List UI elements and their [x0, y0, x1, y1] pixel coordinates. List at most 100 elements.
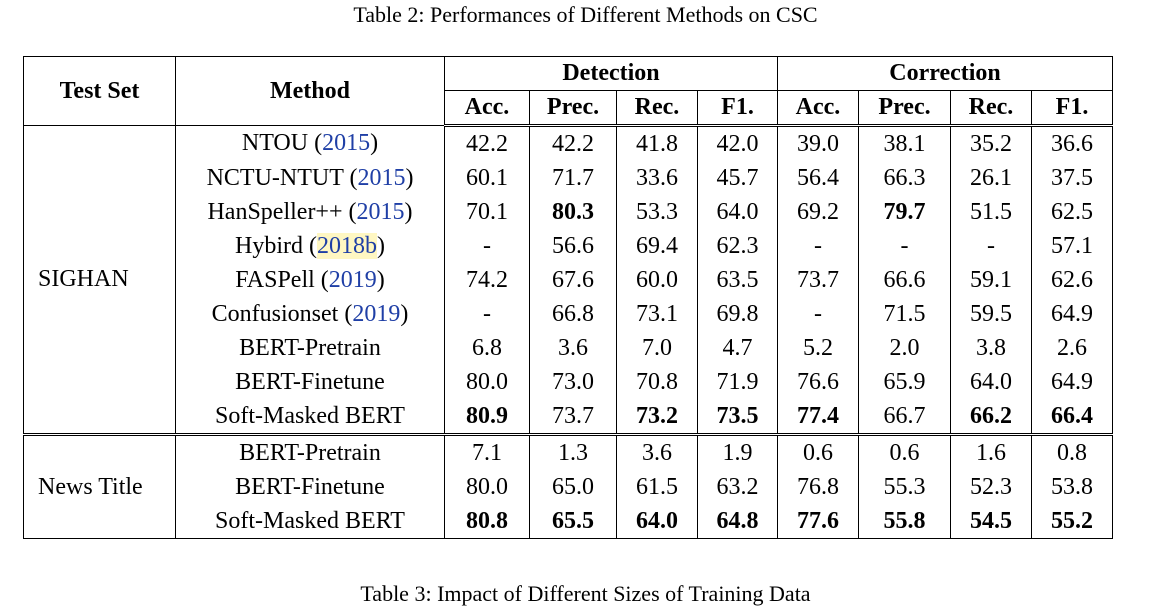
- metric-value-text: 80.8: [466, 507, 508, 534]
- metric-value-text: 77.6: [797, 507, 839, 534]
- metric-value-text: 66.8: [552, 300, 594, 327]
- metric-value: 52.3: [950, 470, 1032, 504]
- metric-value-text: -: [483, 232, 491, 259]
- method-label: Confusionset: [211, 300, 339, 327]
- metric-value: 54.5: [950, 504, 1032, 539]
- metric-value-text: 55.2: [1051, 507, 1093, 534]
- metric-value: 73.0: [529, 365, 617, 399]
- metric-value: 0.6: [858, 434, 951, 470]
- metric-value-text: 79.7: [883, 198, 926, 225]
- citation-link[interactable]: 2015: [357, 164, 406, 191]
- metric-value: -: [777, 229, 859, 263]
- metric-value-text: 66.2: [970, 402, 1012, 429]
- metric-value: 1.6: [950, 434, 1032, 470]
- metric-value: 64.0: [697, 195, 778, 229]
- metric-value: 66.8: [529, 297, 617, 331]
- metric-value: 66.3: [858, 161, 951, 195]
- test-set-label: SIGHAN: [23, 125, 176, 436]
- table-row: HanSpeller++ (2015) 70.1 80.3 53.3 64.0 69.2 7…: [24, 195, 1113, 229]
- header-metric-detection-rec: Rec.: [616, 90, 698, 127]
- metric-value: 42.2: [529, 125, 617, 161]
- header-detection: Detection: [444, 56, 778, 91]
- table-row: Hybird (2018b) - 56.6 69.4 62.3 - - - 57.1: [24, 229, 1113, 263]
- metric-value-text: 62.6: [1051, 266, 1093, 293]
- metric-value: 1.9: [697, 434, 778, 470]
- citation-link[interactable]: 2015: [322, 130, 371, 156]
- method-label: BERT-Pretrain: [239, 334, 381, 361]
- metric-value-text: 64.8: [716, 507, 759, 534]
- metric-value: 71.5: [858, 297, 951, 331]
- results-table: Test Set Method Detection Correction Acc…: [23, 56, 1113, 539]
- metric-value: 55.3: [858, 470, 951, 504]
- method-name: BERT-Finetune: [175, 365, 445, 399]
- metric-value: 69.8: [697, 297, 778, 331]
- method-name: NTOU (2015): [175, 125, 445, 161]
- method-label: BERT-Pretrain: [239, 439, 381, 466]
- citation-link[interactable]: 2015: [356, 198, 405, 225]
- metric-value: 66.2: [950, 399, 1032, 436]
- metric-value-text: 26.1: [970, 164, 1012, 191]
- metric-value: 80.3: [529, 195, 617, 229]
- metric-value-text: 59.5: [970, 300, 1012, 327]
- metric-value-text: 66.4: [1051, 402, 1093, 429]
- metric-value-text: 1.6: [976, 439, 1006, 466]
- metric-value-text: 51.5: [970, 198, 1012, 225]
- metric-value: 0.8: [1031, 434, 1113, 470]
- metric-value: 69.4: [616, 229, 698, 263]
- header-metric-correction-f1: F1.: [1031, 90, 1113, 127]
- metric-value: 73.7: [529, 399, 617, 436]
- metric-value-text: 42.2: [466, 130, 508, 157]
- metric-value: 55.8: [858, 504, 951, 539]
- metric-value: 6.8: [444, 331, 530, 365]
- metric-value: 64.0: [950, 365, 1032, 399]
- metric-value: 64.0: [616, 504, 698, 539]
- test-set-label: News Title: [23, 434, 176, 539]
- metric-value-text: 62.5: [1051, 198, 1093, 225]
- metric-value-text: 53.8: [1051, 473, 1093, 500]
- metric-value: -: [950, 229, 1032, 263]
- metric-value-text: -: [987, 232, 995, 259]
- metric-value-text: 73.0: [552, 368, 594, 395]
- table-2-caption: Table 2: Performances of Different Metho…: [353, 2, 818, 27]
- header-test-set: Test Set: [23, 56, 176, 126]
- citation-link[interactable]: 2019: [328, 266, 377, 293]
- metric-value-text: 57.1: [1051, 232, 1093, 259]
- metric-value-text: 7.0: [642, 334, 672, 361]
- method-name: BERT-Pretrain: [175, 434, 445, 470]
- method-label: BERT-Finetune: [235, 473, 385, 500]
- metric-value: 70.1: [444, 195, 530, 229]
- table-row: Confusionset (2019) - 66.8 73.1 69.8 - 71.5 59.…: [24, 297, 1113, 331]
- table-row: Soft-Masked BERT 80.8 65.5 64.0 64.8 77.6 55.8…: [24, 504, 1113, 539]
- metric-value-text: 2.6: [1057, 334, 1087, 361]
- metric-value: 73.2: [616, 399, 698, 436]
- metric-value-text: 80.0: [466, 473, 508, 500]
- metric-value-text: 64.0: [970, 368, 1012, 395]
- method-label: NCTU-NTUT: [206, 164, 344, 191]
- table-3-caption: Table 3: Impact of Different Sizes of Tr…: [360, 581, 811, 606]
- metric-value: 74.2: [444, 263, 530, 297]
- metric-value-text: -: [483, 300, 491, 327]
- metric-value-text: 77.4: [797, 402, 839, 429]
- metric-value-text: 73.2: [636, 402, 678, 429]
- metric-value-text: 60.1: [466, 164, 508, 191]
- metric-value-text: 65.5: [552, 507, 594, 534]
- header-metric-detection-f1: F1.: [697, 90, 778, 127]
- metric-value-text: 80.9: [466, 402, 508, 429]
- metric-value-text: 74.2: [466, 266, 508, 293]
- metric-value-text: 76.6: [797, 368, 839, 395]
- metric-value-text: 53.3: [636, 198, 678, 225]
- header-metric-correction-rec: Rec.: [950, 90, 1032, 127]
- metric-value: -: [777, 297, 859, 331]
- table-row: BERT-Pretrain 6.8 3.6 7.0 4.7 5.2 2.0 3.8 2.6: [24, 331, 1113, 365]
- metric-value: 2.6: [1031, 331, 1113, 365]
- metric-value: -: [444, 229, 530, 263]
- metric-value-text: 0.8: [1057, 439, 1087, 466]
- metric-value-text: 42.2: [552, 130, 594, 157]
- metric-value: 65.0: [529, 470, 617, 504]
- metric-value: 80.8: [444, 504, 530, 539]
- citation-link[interactable]: 2018b: [317, 232, 377, 259]
- citation-link[interactable]: 2019: [352, 300, 401, 327]
- method-name: HanSpeller++ (2015): [175, 195, 445, 229]
- metric-value-text: 70.1: [466, 198, 508, 225]
- method-label: FASPell: [235, 266, 315, 293]
